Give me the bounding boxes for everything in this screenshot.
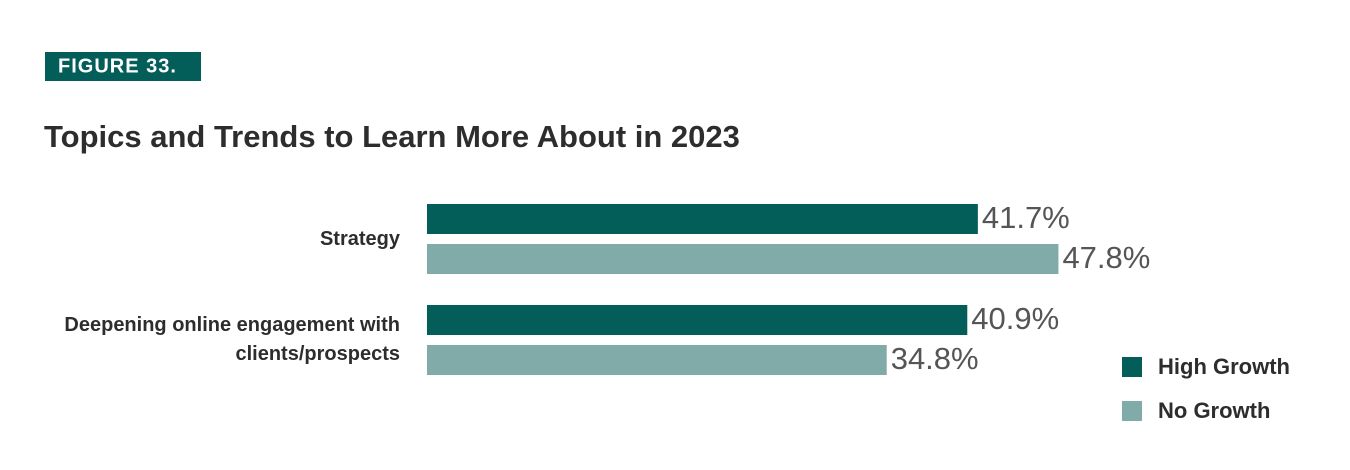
legend-swatch <box>1122 401 1142 421</box>
bar <box>427 345 887 375</box>
category-label: Deepening online engagement with clients… <box>64 314 400 365</box>
figure-label-box <box>45 52 201 81</box>
bar <box>427 244 1059 274</box>
bar <box>427 204 978 234</box>
legend-label: High Growth <box>1158 354 1290 379</box>
value-label: 34.8% <box>891 341 979 376</box>
chart-title: Topics and Trends to Learn More About in… <box>44 119 740 154</box>
legend-swatch <box>1122 357 1142 377</box>
value-label: 40.9% <box>971 301 1059 336</box>
legend-label: No Growth <box>1158 398 1270 423</box>
category-label: Strategy <box>319 227 400 250</box>
value-label: 41.7% <box>982 200 1070 235</box>
figure-label: FIGURE 33. <box>58 55 177 77</box>
value-label: 47.8% <box>1062 240 1150 275</box>
bar <box>427 305 968 335</box>
